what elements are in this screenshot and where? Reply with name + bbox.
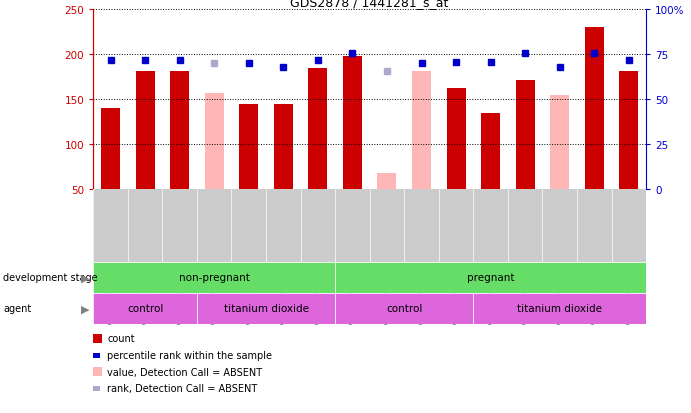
- Title: GDS2878 / 1441281_s_at: GDS2878 / 1441281_s_at: [290, 0, 449, 9]
- Bar: [101, 109, 120, 190]
- Bar: [197, 293, 335, 324]
- Bar: [335, 293, 473, 324]
- Bar: [446, 88, 466, 190]
- Text: ▶: ▶: [81, 304, 89, 314]
- Text: rank, Detection Call = ABSENT: rank, Detection Call = ABSENT: [107, 383, 257, 393]
- Bar: [335, 262, 646, 293]
- Text: non-pregnant: non-pregnant: [179, 273, 249, 283]
- Bar: [377, 174, 397, 190]
- Bar: [585, 28, 604, 190]
- Text: percentile rank within the sample: percentile rank within the sample: [107, 350, 272, 360]
- Bar: [93, 293, 197, 324]
- Bar: [308, 69, 328, 190]
- Bar: [550, 96, 569, 190]
- Bar: [343, 57, 362, 190]
- Text: control: control: [127, 304, 163, 314]
- Bar: [473, 293, 646, 324]
- Bar: [239, 104, 258, 190]
- Bar: [515, 81, 535, 190]
- Text: pregnant: pregnant: [467, 273, 514, 283]
- Bar: [412, 71, 431, 190]
- Bar: [274, 104, 293, 190]
- Bar: [170, 71, 189, 190]
- Bar: [481, 114, 500, 190]
- Bar: [205, 94, 224, 190]
- Text: count: count: [107, 334, 135, 344]
- Text: development stage: development stage: [3, 273, 98, 283]
- Text: titanium dioxide: titanium dioxide: [517, 304, 603, 314]
- Text: value, Detection Call = ABSENT: value, Detection Call = ABSENT: [107, 367, 262, 377]
- Text: agent: agent: [3, 304, 32, 314]
- Bar: [135, 71, 155, 190]
- Bar: [93, 262, 335, 293]
- Text: control: control: [386, 304, 422, 314]
- Bar: [619, 71, 638, 190]
- Text: ▶: ▶: [81, 273, 89, 283]
- Text: titanium dioxide: titanium dioxide: [223, 304, 309, 314]
